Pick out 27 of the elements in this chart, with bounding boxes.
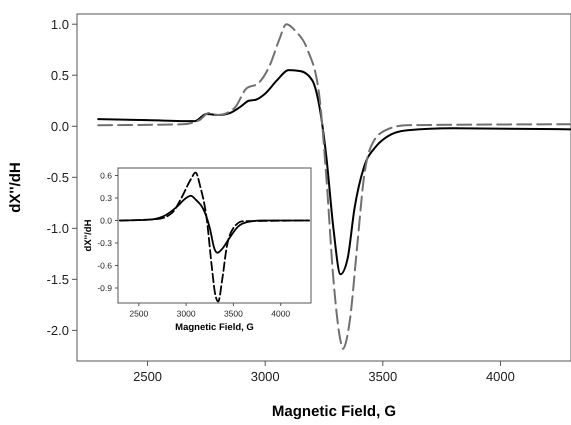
y-tick-label: -0.3 xyxy=(97,238,112,248)
y-tick-label: -2.0 xyxy=(46,322,69,338)
line-series xyxy=(97,23,571,350)
x-tick-label: 4000 xyxy=(271,308,290,318)
y-tick-label: 0.5 xyxy=(50,68,69,83)
y-tick-label: 1.0 xyxy=(50,16,69,32)
y-tick-label: 0.3 xyxy=(100,192,112,203)
y-tick-label: -0.9 xyxy=(97,282,112,293)
x-axis-title: Magnetic Field, G xyxy=(175,322,254,333)
x-tick-label: 4000 xyxy=(486,369,515,384)
x-tick-label: 2500 xyxy=(129,308,149,318)
y-tick-label: 0.0 xyxy=(100,215,112,226)
y-tick-label: -1.5 xyxy=(46,272,69,287)
x-axis-title: Magnetic Field, G xyxy=(272,403,396,420)
y-tick-label: 0.6 xyxy=(100,170,112,180)
y-axis-title: dX''/dH xyxy=(83,219,94,252)
y-tick-label: -0.6 xyxy=(97,260,112,270)
x-tick-label: 3000 xyxy=(250,369,280,384)
y-axis-title: dX''/dH xyxy=(7,162,24,213)
y-tick-label: -1.0 xyxy=(46,220,69,236)
y-tick-label: 0.0 xyxy=(50,118,69,134)
line-series xyxy=(97,69,571,276)
x-tick-label: 2500 xyxy=(133,369,162,384)
y-tick-label: -0.5 xyxy=(46,170,69,185)
x-tick-label: 3500 xyxy=(224,308,244,318)
x-tick-label: 3500 xyxy=(368,369,398,384)
x-tick-label: 3000 xyxy=(176,308,196,318)
